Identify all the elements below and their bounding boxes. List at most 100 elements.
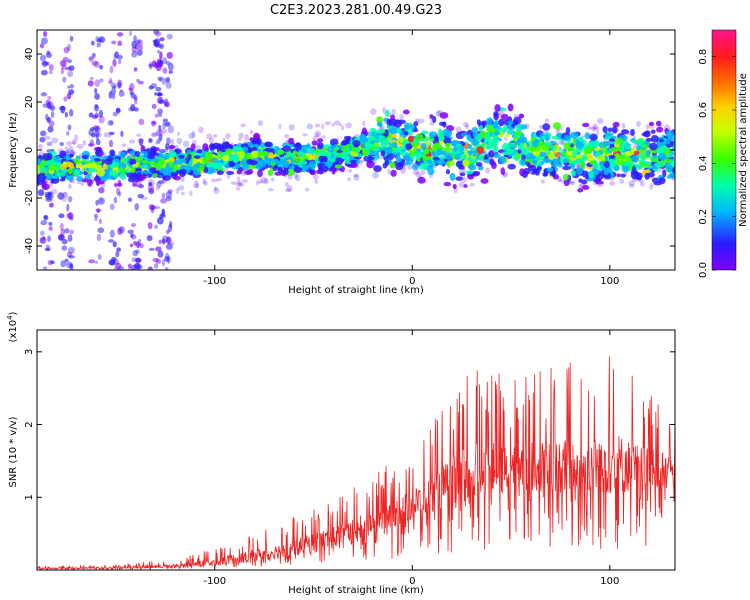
spectrogram-cell	[192, 163, 201, 169]
spectrogram-cell	[402, 109, 410, 115]
spectrogram-cell	[584, 132, 591, 140]
spectrogram-noise-cell	[629, 184, 635, 188]
spectrogram-noise-cell	[127, 229, 134, 234]
spectrogram-noise-cell	[116, 54, 123, 60]
spectrogram-cell	[438, 155, 447, 160]
spectrogram-noise-cell	[66, 212, 72, 219]
spectrogram-cell	[407, 135, 414, 143]
spectrogram-cell	[109, 169, 117, 177]
spectrogram-cell	[366, 160, 375, 169]
spectrogram-cell	[439, 112, 449, 119]
spectrogram-cell	[668, 133, 675, 142]
spectrogram-cell	[41, 180, 47, 189]
spectrogram-noise-cell	[340, 125, 345, 131]
spectrogram-noise-cell	[89, 127, 96, 131]
spectrogram-noise-cell	[138, 118, 145, 126]
spectrogram-cell	[650, 135, 659, 143]
spectrogram-noise-cell	[148, 85, 154, 90]
spectrogram-noise-cell	[161, 235, 169, 244]
spectrogram-noise-cell	[58, 213, 65, 219]
spectrogram-cell	[317, 138, 324, 143]
spectrogram-noise-cell	[596, 129, 600, 136]
spectrogram-cell	[476, 119, 481, 126]
spectrogram-cell	[570, 131, 579, 139]
spectrogram-panel: -100 0 100 -40 -20 0 20 40 Height of straight …	[8, 29, 676, 296]
spectrogram-noise-cell	[90, 40, 95, 46]
spectrogram-cell	[555, 152, 560, 159]
spectrogram-cell	[499, 130, 504, 139]
spectrogram-cell	[581, 170, 589, 178]
spectrogram-cell	[476, 146, 484, 154]
spectrogram-noise-cell	[150, 83, 158, 89]
spectrogram-noise-cell	[60, 260, 67, 268]
spectrogram-noise-cell	[503, 137, 508, 141]
spectrogram-noise-cell	[119, 226, 125, 234]
spectrogram-cell	[633, 150, 640, 156]
spectrogram-cell	[552, 122, 562, 130]
spectrogram-noise-cell	[372, 171, 379, 179]
spectrogram-noise-cell	[61, 198, 67, 202]
spectrogram-cell	[541, 135, 546, 140]
y-tick-label: 40	[24, 48, 35, 61]
spectrogram-cell	[310, 165, 315, 171]
spectrogram-cell	[168, 144, 176, 150]
spectrogram-cell	[59, 177, 66, 182]
spectrogram-noise-cell	[47, 125, 54, 133]
spectrogram-cell	[119, 171, 127, 180]
spectrogram-noise-cell	[148, 247, 155, 252]
spectrogram-noise-cell	[91, 52, 96, 58]
spectrogram-cell	[547, 152, 556, 161]
spectrogram-cell	[493, 125, 502, 130]
spectrogram-noise-cell	[59, 222, 64, 231]
spectrogram-noise-cell	[43, 215, 48, 219]
spectrogram-noise-cell	[167, 189, 173, 194]
spectrogram-noise-cell	[458, 181, 466, 188]
spectrogram-cell	[376, 116, 384, 124]
spectrogram-cell	[405, 142, 412, 151]
spectrogram-noise-cell	[312, 135, 317, 142]
spectrogram-cell	[505, 133, 510, 138]
spectrogram-noise-cell	[139, 45, 144, 51]
spectrogram-noise-cell	[44, 247, 51, 252]
spectrogram-noise-cell	[46, 61, 50, 66]
spectrogram-noise-cell	[155, 64, 162, 72]
spectrogram-cell	[648, 142, 658, 151]
spectrogram-cell	[322, 155, 328, 163]
spectrogram-cell	[535, 162, 542, 167]
spectrogram-noise-cell	[137, 138, 145, 143]
spectrogram-noise-cell	[360, 159, 365, 163]
spectrogram-cell	[528, 164, 537, 172]
spectrogram-cell	[421, 130, 429, 135]
spectrogram-cell	[361, 127, 368, 135]
spectrogram-cell	[48, 164, 56, 171]
spectrogram-noise-cell	[64, 258, 69, 263]
spectrogram-noise-cell	[109, 229, 115, 238]
spectrogram-cell	[113, 158, 120, 163]
spectrogram-cell	[538, 141, 547, 148]
spectrogram-cell	[672, 166, 675, 174]
spectrogram-noise-cell	[69, 83, 74, 89]
spectrogram-noise-cell	[194, 145, 201, 150]
spectrogram-cell	[494, 104, 501, 112]
spectrogram-noise-cell	[148, 137, 153, 144]
spectrogram-cell	[86, 163, 95, 169]
spectrogram-cell	[95, 149, 104, 158]
spectrogram-noise-cell	[165, 196, 172, 202]
spectrogram-noise-cell	[148, 63, 153, 68]
spectrogram-noise-cell	[544, 118, 549, 123]
spectrogram-cell	[209, 143, 215, 151]
snr-y-exponent-base: (x10	[8, 320, 19, 343]
spectrogram-cell	[154, 161, 164, 170]
spectrogram-cell	[276, 149, 285, 155]
spectrogram-noise-cell	[58, 105, 66, 111]
spectrogram-noise-cell	[39, 43, 44, 49]
spectrogram-cell	[397, 119, 406, 124]
spectrogram-noise-cell	[165, 81, 172, 89]
spectrogram-noise-cell	[97, 254, 102, 261]
spectrogram-cell	[562, 158, 570, 164]
spectrogram-noise-cell	[128, 31, 132, 36]
spectrogram-noise-cell	[240, 123, 246, 128]
spectrogram-cell	[650, 129, 656, 134]
spectrogram-cell	[478, 154, 484, 161]
spectrogram-cell	[329, 138, 339, 146]
